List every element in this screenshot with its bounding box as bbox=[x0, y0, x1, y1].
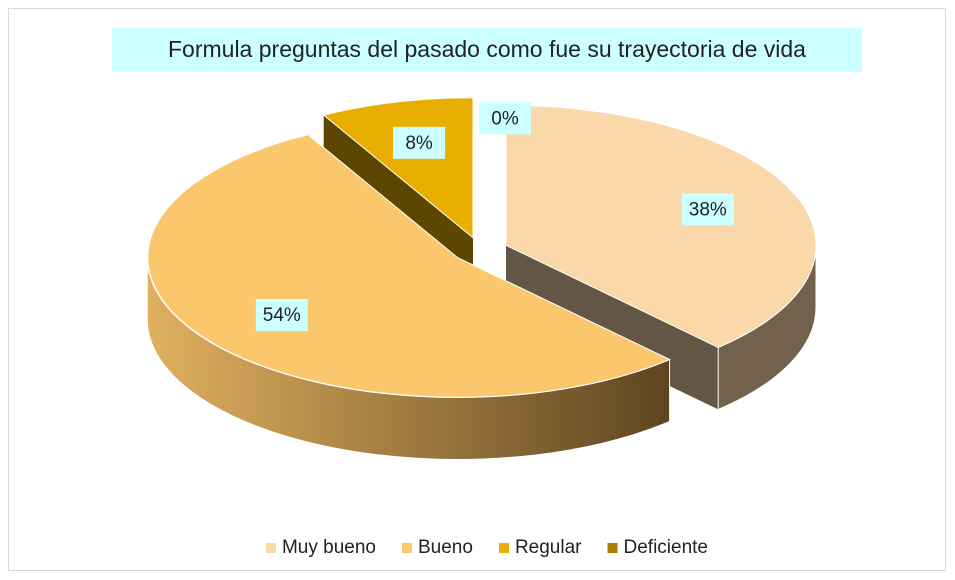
legend: Muy bueno Bueno Regular Deficiente bbox=[265, 537, 709, 558]
data-label-box bbox=[255, 299, 308, 332]
title-box bbox=[112, 28, 862, 72]
legend-label: Regular bbox=[515, 537, 582, 558]
legend-marker bbox=[498, 543, 509, 553]
legend-label: Muy bueno bbox=[282, 537, 376, 558]
legend-marker bbox=[402, 543, 413, 553]
data-label-box bbox=[681, 193, 734, 226]
legend-marker bbox=[265, 543, 276, 553]
legend-label: Bueno bbox=[418, 537, 473, 558]
legend-marker bbox=[607, 543, 618, 553]
data-label-box bbox=[393, 126, 446, 159]
data-label: 38% bbox=[689, 199, 727, 220]
pie: 38% 54% 8% 0% bbox=[146, 97, 817, 460]
slice bbox=[147, 134, 671, 398]
legend-label: Deficiente bbox=[624, 537, 709, 558]
data-label: 54% bbox=[263, 305, 301, 326]
chart-title: Formula preguntas del pasado como fue su… bbox=[168, 36, 806, 62]
data-label-box bbox=[479, 102, 531, 135]
data-label: 8% bbox=[405, 133, 433, 154]
data-label: 0% bbox=[491, 108, 519, 129]
slice bbox=[505, 104, 817, 348]
